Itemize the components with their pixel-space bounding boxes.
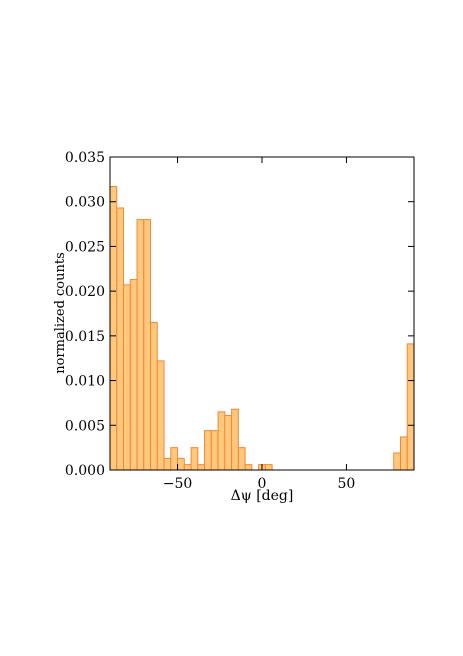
bar [217, 411, 226, 471]
bar [156, 360, 165, 471]
bar [177, 457, 185, 471]
y-tick-label: 0.035 [65, 150, 105, 166]
bar [264, 464, 273, 471]
bar [237, 447, 246, 471]
bar [204, 430, 212, 471]
y-axis-label: normalized counts [53, 252, 68, 374]
bar [143, 219, 152, 471]
bar [244, 464, 253, 471]
bar [406, 343, 415, 471]
y-tick-label: 0.020 [65, 284, 105, 300]
bar [399, 436, 408, 471]
bar [231, 408, 239, 471]
bar [150, 321, 158, 471]
y-tick-label: 0.030 [65, 195, 105, 211]
bar [393, 452, 401, 471]
x-axis-label: Δψ [deg] [231, 488, 294, 504]
bar [129, 279, 138, 471]
bar [183, 464, 192, 471]
y-tick-label: 0.015 [65, 329, 105, 345]
bar [116, 207, 125, 471]
x-tick-label: 50 [338, 476, 356, 492]
bar [136, 219, 145, 471]
y-tick-label: 0.025 [65, 239, 105, 255]
bar [109, 186, 118, 471]
y-tick-label: 0.000 [65, 463, 105, 479]
x-tick-label: −50 [163, 476, 193, 492]
bar [170, 447, 179, 471]
bar [224, 414, 233, 471]
bar [123, 284, 131, 471]
x-tick-label: 0 [258, 476, 267, 492]
bar [163, 457, 172, 471]
bar [210, 430, 219, 471]
bar [197, 464, 206, 471]
bar [190, 447, 199, 471]
y-tick-label: 0.005 [65, 418, 105, 434]
y-tick-label: 0.010 [65, 374, 105, 390]
